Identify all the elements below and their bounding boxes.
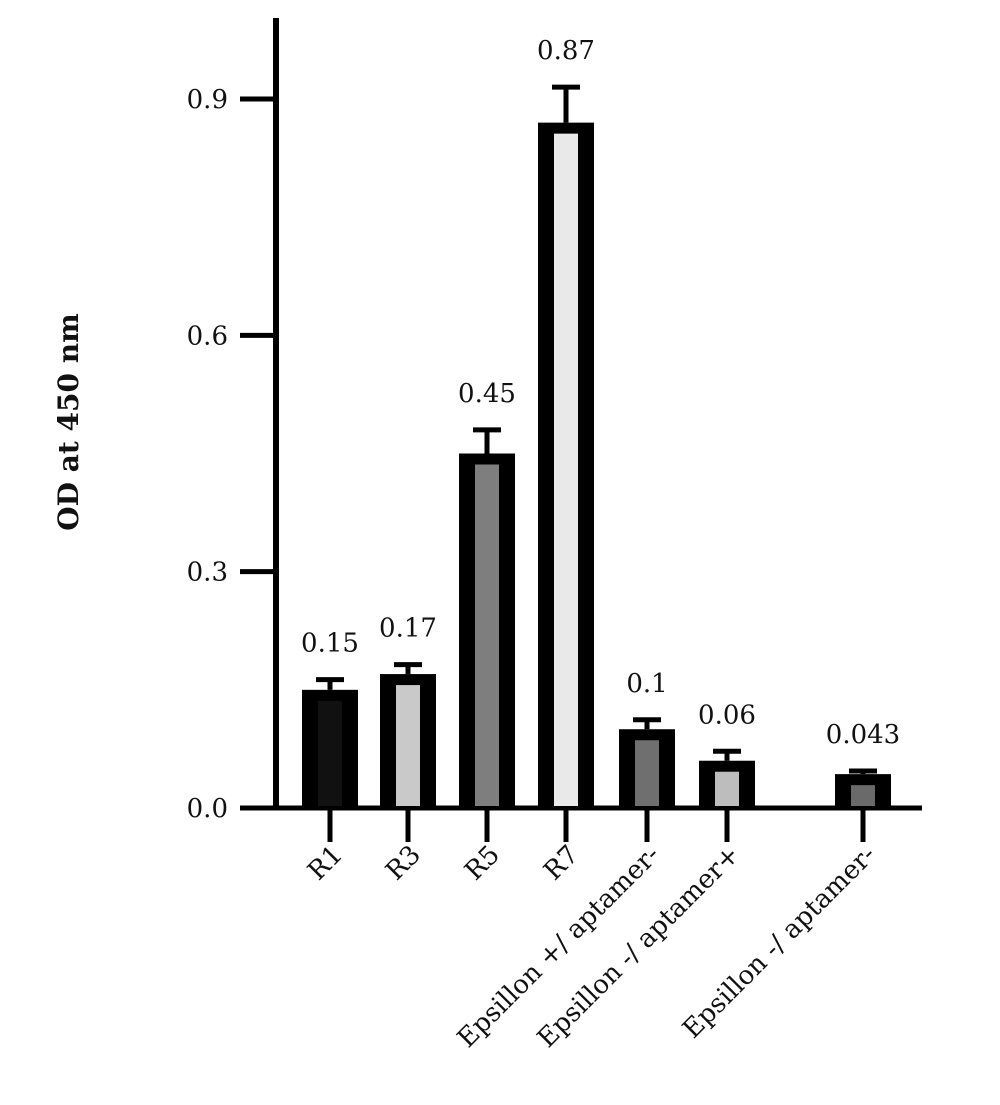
bars: [302, 84, 891, 809]
data-label: 0.043: [826, 720, 900, 750]
data-label: 0.87: [537, 36, 595, 66]
bar-fill: [554, 133, 578, 807]
data-label: 0.45: [458, 379, 516, 409]
data-label: 0.17: [379, 614, 437, 644]
y-tick-label: 0.3: [187, 558, 228, 588]
data-labels: 0.15 0.17 0.45 0.87 0.1 0.06 0.043: [301, 36, 900, 750]
y-axis-ticks: 0.0 0.3 0.6 0.9: [187, 85, 276, 824]
y-tick-label: 0.6: [187, 321, 228, 351]
data-label: 0.06: [698, 700, 756, 730]
data-label: 0.1: [626, 669, 667, 699]
bar-fill: [475, 464, 499, 806]
bar-fill: [715, 771, 739, 806]
axes: [273, 18, 922, 811]
x-category-label: R5: [459, 840, 506, 887]
y-tick-label: 0.0: [187, 794, 228, 824]
y-tick-label: 0.9: [187, 85, 228, 115]
data-label: 0.15: [301, 629, 359, 659]
x-category-label: R1: [302, 840, 349, 887]
y-axis-title: OD at 450 nm: [52, 313, 85, 530]
bar-fill: [635, 740, 659, 806]
bar-fill: [318, 700, 342, 806]
x-category-label: R7: [538, 840, 585, 887]
x-category-label: R3: [380, 840, 427, 887]
bar-fill: [851, 785, 875, 806]
bar-fill: [396, 685, 420, 806]
